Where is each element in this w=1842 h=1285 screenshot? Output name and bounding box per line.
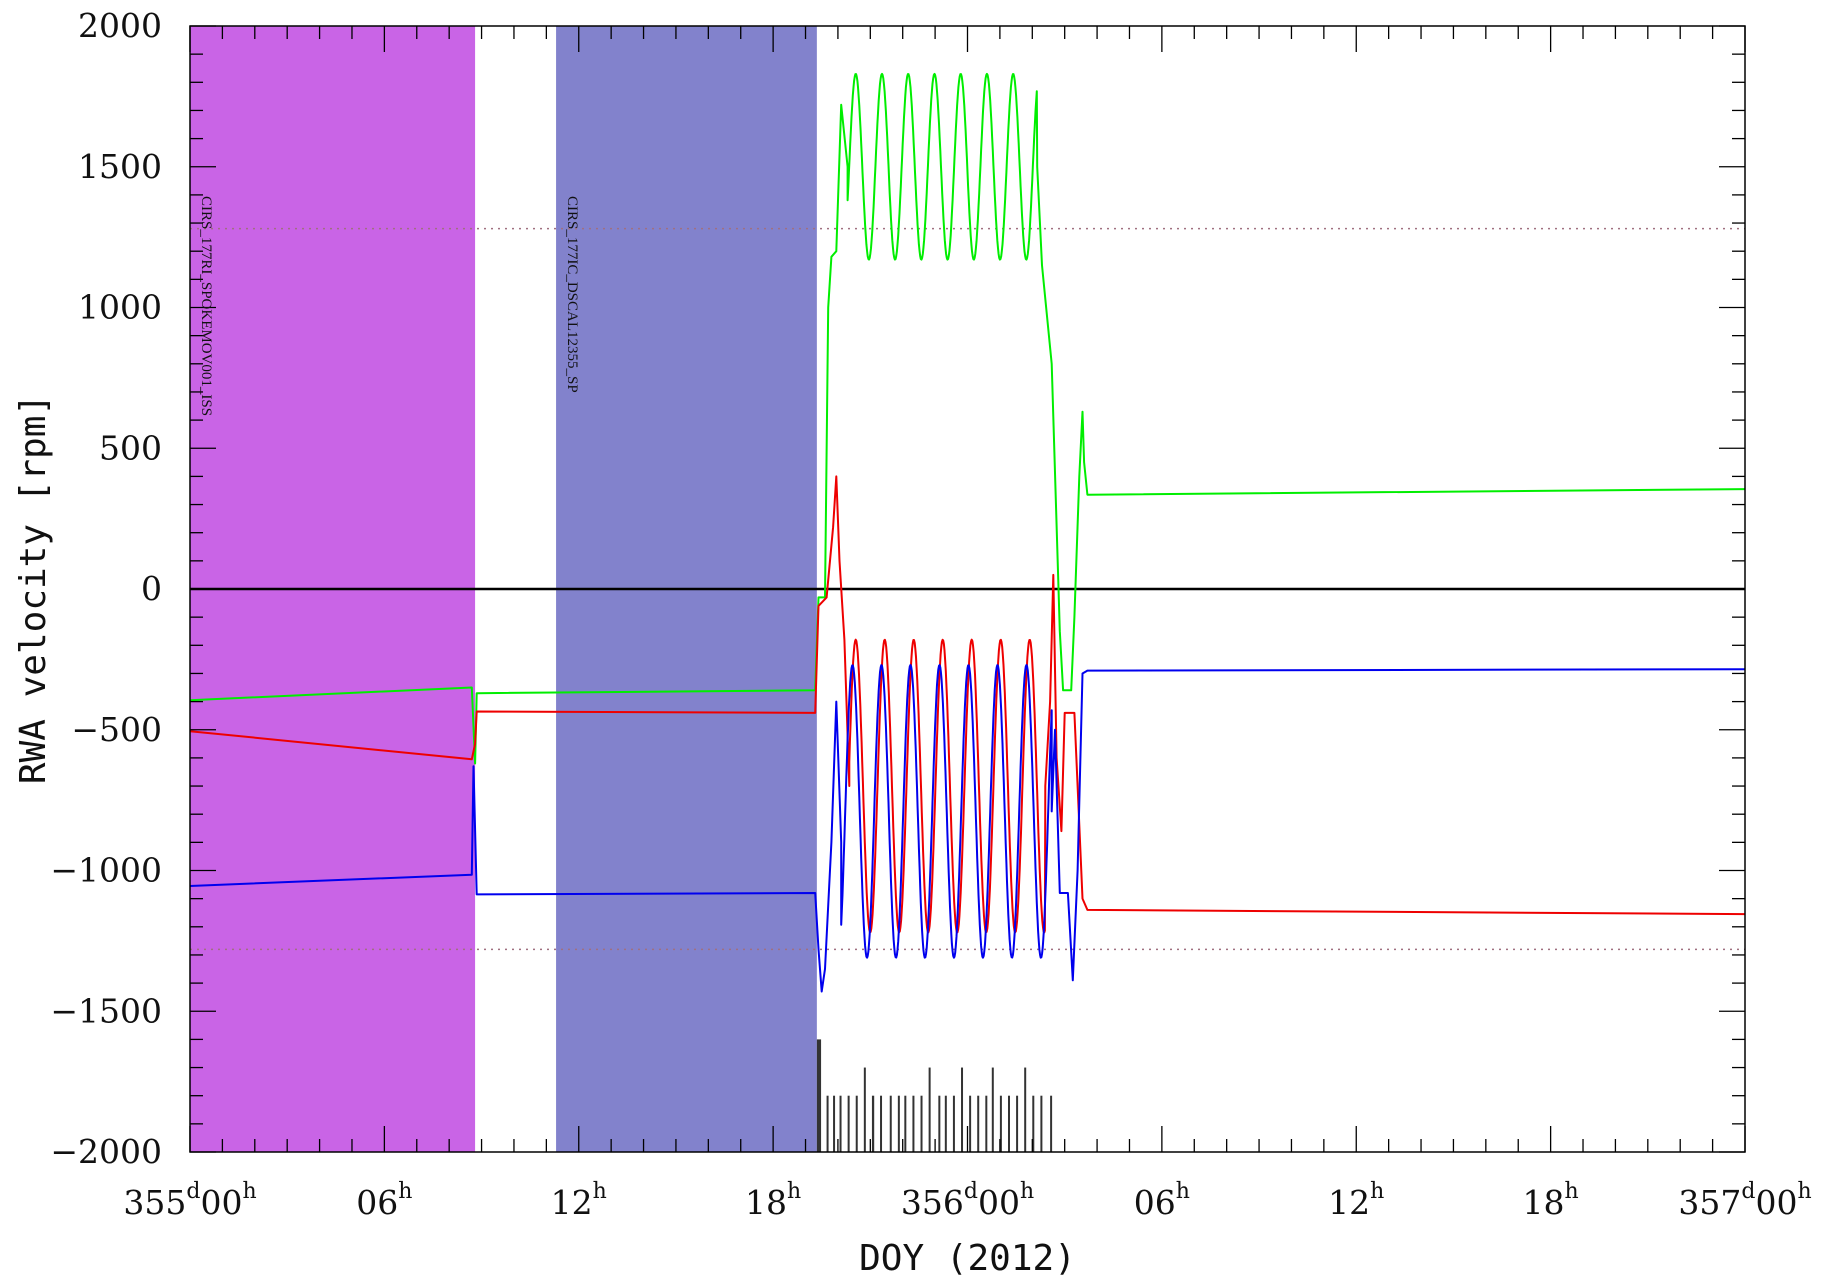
x-tick-label: 12h — [1328, 1179, 1384, 1222]
histogram-bar — [1032, 1095, 1035, 1152]
histogram-bar — [855, 1095, 858, 1152]
y-tick-label: −1500 — [50, 991, 162, 1030]
histogram-bar — [944, 1095, 947, 1152]
x-tick-label: 356d00h — [901, 1179, 1034, 1222]
histogram-bar — [977, 1095, 980, 1152]
series-line-2 — [189, 664, 1746, 993]
y-tick-label: 0 — [141, 569, 162, 608]
x-tick-label: 355d00h — [123, 1179, 256, 1222]
series-line-1 — [189, 475, 1746, 934]
y-tick-label: 2000 — [78, 6, 162, 45]
histogram-bar — [871, 1095, 875, 1152]
histogram-bar — [938, 1095, 941, 1152]
histogram-bar — [1040, 1095, 1043, 1152]
tick-marks — [189, 25, 1746, 1153]
histogram-bar — [991, 1067, 994, 1152]
histogram-bar — [863, 1067, 866, 1152]
histogram-bar — [904, 1095, 907, 1152]
histogram-bar — [961, 1067, 964, 1152]
histogram-bar — [999, 1095, 1002, 1152]
band-label-1: CIRS_177IC_DSCAL12355_SP — [564, 196, 580, 393]
series-group — [189, 72, 1746, 993]
histogram-bar — [928, 1067, 931, 1152]
histogram-bar — [1024, 1067, 1027, 1152]
histogram-bar — [952, 1095, 955, 1152]
histogram-bar — [912, 1095, 915, 1152]
histogram-bar — [816, 1039, 822, 1152]
x-tick-label: 06h — [356, 1179, 412, 1222]
histogram-bar — [847, 1095, 850, 1152]
reference-lines — [190, 227, 1745, 951]
y-tick-label: 1000 — [78, 288, 162, 327]
histogram-bar — [833, 1095, 836, 1152]
y-tick-label: −1000 — [50, 851, 162, 890]
x-tick-label: 18h — [745, 1179, 801, 1222]
x-tick-label: 18h — [1523, 1179, 1579, 1222]
histogram-bar — [1007, 1095, 1010, 1152]
histogram-bar — [826, 1095, 829, 1152]
band-label-0: CIRS_177RI_SPOKEMOV001_ISS — [198, 196, 214, 416]
histogram-bar — [889, 1095, 892, 1152]
band-labels: CIRS_177RI_SPOKEMOV001_ISS CIRS_177IC_DSC… — [198, 196, 580, 416]
histogram-bar — [839, 1095, 842, 1152]
histogram-bar — [920, 1095, 923, 1152]
y-tick-label: −2000 — [50, 1132, 162, 1171]
histogram-bar — [985, 1095, 988, 1152]
y-tick-label: 500 — [99, 428, 162, 467]
x-tick-label: 06h — [1134, 1179, 1190, 1222]
y-tick-label: 1500 — [78, 147, 162, 186]
series-line-0 — [189, 72, 1746, 765]
y-axis-title: RWA velocity [rpm] — [13, 394, 54, 784]
x-tick-label: 357d00h — [1678, 1179, 1811, 1222]
event-histogram — [816, 1039, 1053, 1152]
histogram-bar — [1050, 1095, 1053, 1152]
x-axis-title: DOY (2012) — [859, 1238, 1076, 1279]
histogram-bar — [880, 1095, 883, 1152]
x-tick-labels: 355d00h 06h 12h 18h 356d00h 06h 12h 18h 357d00h — [123, 1179, 1811, 1222]
y-tick-label: −500 — [71, 710, 162, 749]
x-tick-label: 12h — [551, 1179, 607, 1222]
histogram-bar — [969, 1095, 972, 1152]
y-tick-labels: −2000 −1500 −1000 −500 0 500 1000 1500 2000 — [50, 6, 162, 1171]
histogram-bar — [897, 1095, 900, 1152]
histogram-bar — [1016, 1095, 1019, 1152]
